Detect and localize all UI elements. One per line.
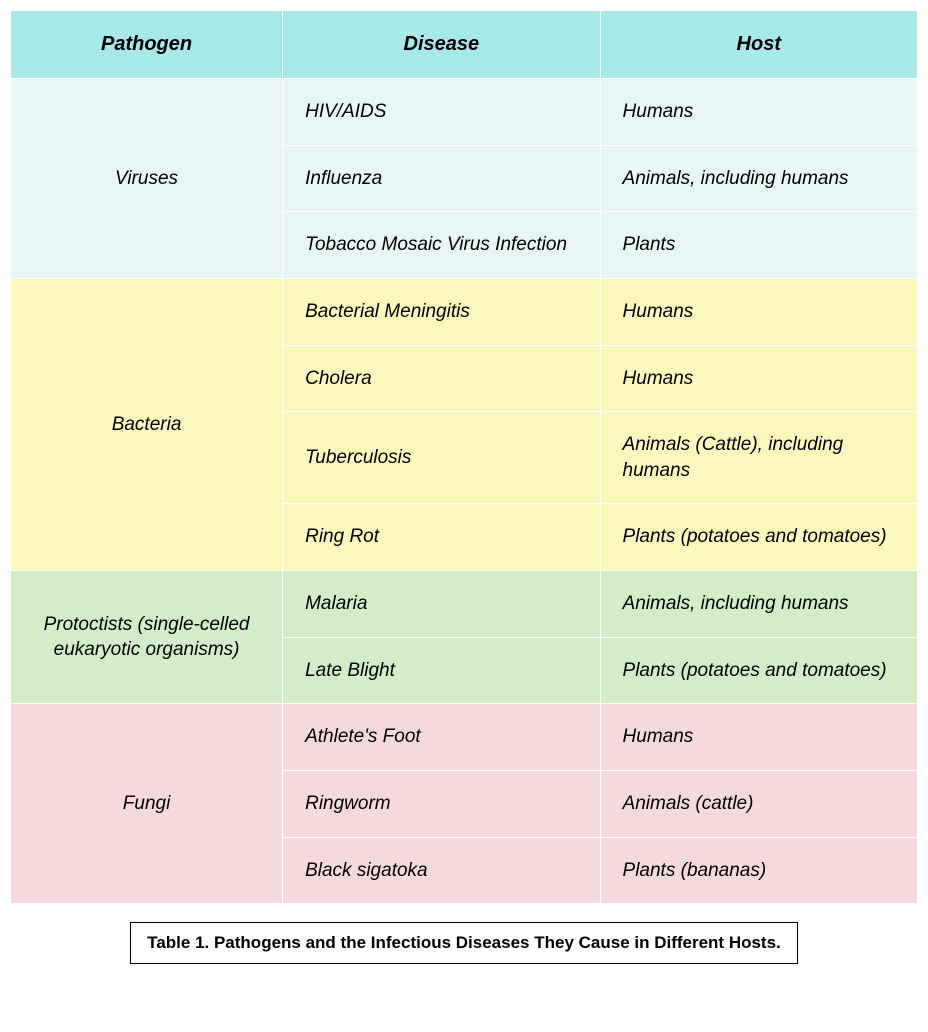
disease-cell: Black sigatoka bbox=[283, 837, 600, 904]
table-row: Fungi Athlete's Foot Humans bbox=[11, 704, 918, 771]
host-cell: Humans bbox=[600, 278, 917, 345]
table-row: Protoctists (single-celled eukaryotic or… bbox=[11, 571, 918, 638]
pathogen-cell: Bacteria bbox=[11, 278, 283, 570]
pathogen-cell: Protoctists (single-celled eukaryotic or… bbox=[11, 571, 283, 704]
header-pathogen: Pathogen bbox=[11, 11, 283, 79]
disease-cell: Ringworm bbox=[283, 771, 600, 838]
table-body: Viruses HIV/AIDS Humans Influenza Animal… bbox=[11, 79, 918, 904]
disease-cell: Malaria bbox=[283, 571, 600, 638]
host-cell: Animals, including humans bbox=[600, 145, 917, 212]
table-row: Bacteria Bacterial Meningitis Humans bbox=[11, 278, 918, 345]
disease-cell: Cholera bbox=[283, 345, 600, 412]
pathogen-table: Pathogen Disease Host Viruses HIV/AIDS H… bbox=[10, 10, 918, 904]
disease-cell: Tuberculosis bbox=[283, 412, 600, 504]
disease-cell: HIV/AIDS bbox=[283, 79, 600, 146]
disease-cell: Ring Rot bbox=[283, 504, 600, 571]
host-cell: Humans bbox=[600, 345, 917, 412]
header-disease: Disease bbox=[283, 11, 600, 79]
disease-cell: Athlete's Foot bbox=[283, 704, 600, 771]
table-caption: Table 1. Pathogens and the Infectious Di… bbox=[130, 922, 798, 964]
caption-container: Table 1. Pathogens and the Infectious Di… bbox=[10, 922, 918, 964]
disease-cell: Bacterial Meningitis bbox=[283, 278, 600, 345]
disease-cell: Tobacco Mosaic Virus Infection bbox=[283, 212, 600, 279]
host-cell: Animals, including humans bbox=[600, 571, 917, 638]
header-host: Host bbox=[600, 11, 917, 79]
table-row: Viruses HIV/AIDS Humans bbox=[11, 79, 918, 146]
host-cell: Humans bbox=[600, 704, 917, 771]
host-cell: Plants (potatoes and tomatoes) bbox=[600, 504, 917, 571]
host-cell: Animals (Cattle), including humans bbox=[600, 412, 917, 504]
host-cell: Plants (bananas) bbox=[600, 837, 917, 904]
host-cell: Plants bbox=[600, 212, 917, 279]
header-row: Pathogen Disease Host bbox=[11, 11, 918, 79]
host-cell: Plants (potatoes and tomatoes) bbox=[600, 637, 917, 704]
host-cell: Humans bbox=[600, 79, 917, 146]
pathogen-cell: Viruses bbox=[11, 79, 283, 279]
pathogen-cell: Fungi bbox=[11, 704, 283, 904]
host-cell: Animals (cattle) bbox=[600, 771, 917, 838]
disease-cell: Influenza bbox=[283, 145, 600, 212]
disease-cell: Late Blight bbox=[283, 637, 600, 704]
